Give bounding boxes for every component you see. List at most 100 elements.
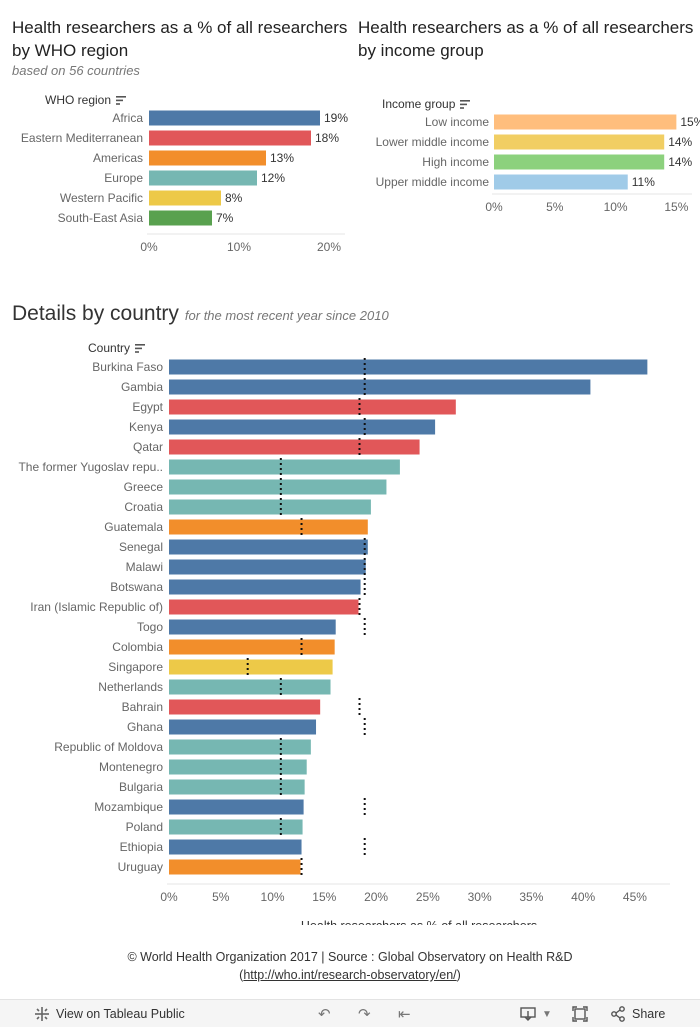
- bar-greece: [169, 479, 387, 495]
- bar-south-east-asia: [149, 210, 212, 226]
- x-tick-label: 25%: [416, 890, 440, 904]
- value-label-africa: 19%: [324, 111, 348, 125]
- country-chart-title: Details by country: [12, 302, 179, 325]
- bar-senegal: [169, 539, 368, 555]
- fullscreen-button[interactable]: [572, 1000, 588, 1027]
- bar-uruguay: [169, 859, 301, 875]
- fullscreen-icon: [572, 1006, 588, 1022]
- value-label-low-income: 15%: [680, 115, 700, 129]
- country-bar-chart: Burkina Faso Gambia Egypt Kenya Qatar The for…: [18, 358, 670, 925]
- x-tick-label: 15%: [664, 200, 688, 214]
- x-tick-label: 20%: [317, 240, 341, 254]
- category-label-montenegro: Montenegro: [99, 760, 163, 774]
- category-label-eastern-mediterranean: Eastern Mediterranean: [21, 131, 143, 145]
- category-label-burkina-faso: Burkina Faso: [92, 360, 163, 374]
- category-label-republic-of-moldova: Republic of Moldova: [54, 740, 163, 754]
- category-label-western-pacific: Western Pacific: [60, 191, 143, 205]
- footer-link-line: (http://who.int/research-observatory/en/…: [0, 968, 700, 982]
- category-label-colombia: Colombia: [112, 640, 163, 654]
- category-label-lower-middle-income: Lower middle income: [376, 135, 490, 149]
- bar-gambia: [169, 379, 591, 395]
- bar-republic-of-moldova: [169, 739, 311, 755]
- bar-montenegro: [169, 759, 307, 775]
- observatory-link[interactable]: http://who.int/research-observatory/en/: [243, 968, 457, 982]
- x-tick-label: 45%: [623, 890, 647, 904]
- value-label-americas: 13%: [270, 151, 294, 165]
- bar-iran-islamic-republic-of: [169, 599, 359, 615]
- redo-icon[interactable]: ↷: [358, 1006, 371, 1023]
- bar-eastern-mediterranean: [149, 130, 311, 146]
- sort-descending-icon: [135, 343, 146, 353]
- x-tick-label: 35%: [519, 890, 543, 904]
- category-label-qatar: Qatar: [133, 440, 163, 454]
- category-label-the-former-yugoslav-repu: The former Yugoslav repu..: [18, 460, 163, 474]
- income-title-line1: Health researchers as a % of all researc…: [358, 18, 694, 37]
- category-label-south-east-asia: South-East Asia: [58, 211, 144, 225]
- region-bar-chart: Africa 19% Eastern Mediterranean 18% America…: [21, 110, 348, 254]
- region-chart-subtitle: based on 56 countries: [12, 63, 140, 78]
- x-tick-label: 0%: [160, 890, 178, 904]
- x-tick-label: 10%: [227, 240, 251, 254]
- country-chart-subtitle: for the most recent year since 2010: [184, 308, 389, 323]
- bar-ethiopia: [169, 839, 302, 855]
- download-icon: [520, 1007, 536, 1021]
- x-tick-label: 0%: [485, 200, 503, 214]
- category-label-singapore: Singapore: [108, 660, 163, 674]
- bar-ghana: [169, 719, 317, 735]
- region-sort-header[interactable]: WHO region: [45, 93, 127, 107]
- x-tick-label: 30%: [468, 890, 492, 904]
- bar-upper-middle-income: [494, 174, 628, 190]
- category-label-gambia: Gambia: [121, 380, 163, 394]
- x-tick-label: 5%: [546, 200, 564, 214]
- income-sort-header[interactable]: Income group: [382, 97, 471, 111]
- category-label-croatia: Croatia: [124, 500, 163, 514]
- revert-icon[interactable]: ⇤: [398, 1006, 411, 1023]
- bar-malawi: [169, 559, 366, 575]
- share-icon: [611, 1006, 625, 1022]
- income-bar-chart: Low income 15% Lower middle income 14% High …: [376, 114, 700, 214]
- x-tick-label: 10%: [604, 200, 628, 214]
- bar-bahrain: [169, 699, 321, 715]
- category-label-high-income: High income: [422, 155, 489, 169]
- value-label-eastern-mediterranean: 18%: [315, 131, 339, 145]
- share-button[interactable]: Share: [610, 1000, 665, 1027]
- x-tick-label: 15%: [312, 890, 336, 904]
- bar-egypt: [169, 399, 456, 415]
- view-on-tableau-button[interactable]: View on Tableau Public: [34, 1000, 185, 1027]
- bar-qatar: [169, 439, 420, 455]
- x-axis-title: Health researchers as % of all researche…: [301, 919, 537, 925]
- category-label-poland: Poland: [126, 820, 163, 834]
- bar-croatia: [169, 499, 371, 515]
- undo-icon[interactable]: ↶: [318, 1006, 331, 1023]
- bar-high-income: [494, 154, 665, 170]
- x-tick-label: 5%: [212, 890, 230, 904]
- bar-low-income: [494, 114, 677, 130]
- bar-africa: [149, 110, 320, 126]
- footer-open-paren: (: [239, 968, 244, 982]
- category-label-kenya: Kenya: [129, 420, 163, 434]
- download-button[interactable]: ▼: [520, 1000, 552, 1027]
- footer-close-paren: ): [456, 968, 461, 982]
- bar-colombia: [169, 639, 335, 655]
- bar-europe: [149, 170, 257, 186]
- category-label-guatemala: Guatemala: [104, 520, 163, 534]
- country-header-label: Country: [88, 341, 131, 355]
- bar-guatemala: [169, 519, 368, 535]
- category-label-europe: Europe: [104, 171, 143, 185]
- category-label-low-income: Low income: [425, 115, 489, 129]
- region-title-line1: Health researchers as a % of all researc…: [12, 18, 348, 37]
- footer-credit: © World Health Organization 2017 | Sourc…: [127, 950, 573, 964]
- category-label-uruguay: Uruguay: [118, 860, 163, 874]
- income-chart-title: Health researchers as a % of all researc…: [358, 16, 693, 62]
- category-label-americas: Americas: [93, 151, 143, 165]
- bar-bulgaria: [169, 779, 305, 795]
- tableau-toolbar: View on Tableau Public ↶ ↷ ⇤ ▼ Share: [0, 999, 700, 1027]
- category-label-mozambique: Mozambique: [94, 800, 163, 814]
- category-label-africa: Africa: [112, 111, 143, 125]
- category-label-iran-islamic-republic-of: Iran (Islamic Republic of): [30, 600, 163, 614]
- category-label-upper-middle-income: Upper middle income: [376, 175, 490, 189]
- bar-poland: [169, 819, 303, 835]
- country-sort-header[interactable]: Country: [88, 341, 146, 355]
- x-tick-label: 0%: [140, 240, 158, 254]
- value-label-europe: 12%: [261, 171, 285, 185]
